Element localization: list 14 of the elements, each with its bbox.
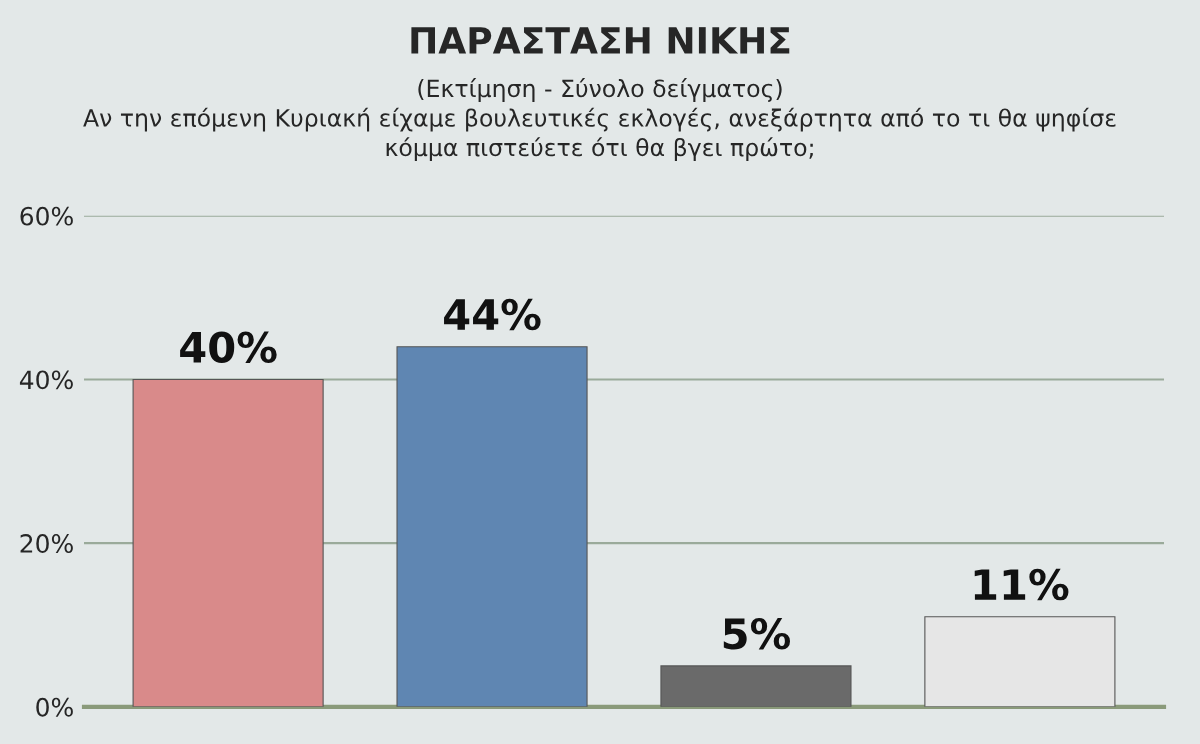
bar [396,346,588,707]
data-label: 11% [974,568,1069,601]
data-label: 5% [723,617,791,650]
chart-subtitle: (Εκτίμηση - Σύνολο δείγματος) Αν την επόμενη Κυριακή είχαμε βουλευτικές εκλογές, ανεξάρτητα από το τι θα ψηφίσε κόμμα πιστεύετε ότι θα βγει πρώτο; [83,78,1116,161]
y-tick-label: 0% [36,697,73,717]
bar [924,616,1116,707]
data-label: 40% [180,331,277,364]
bar [132,378,324,707]
bar [660,665,852,707]
data-label: 44% [444,298,541,331]
y-tick-label: 40% [19,370,73,390]
y-tick-label: 20% [20,534,73,553]
chart-title: ΠΑΡΑΣΤΑΣΗ ΝΙΚΗΣ [411,27,790,54]
y-tick-label: 60% [20,206,73,226]
